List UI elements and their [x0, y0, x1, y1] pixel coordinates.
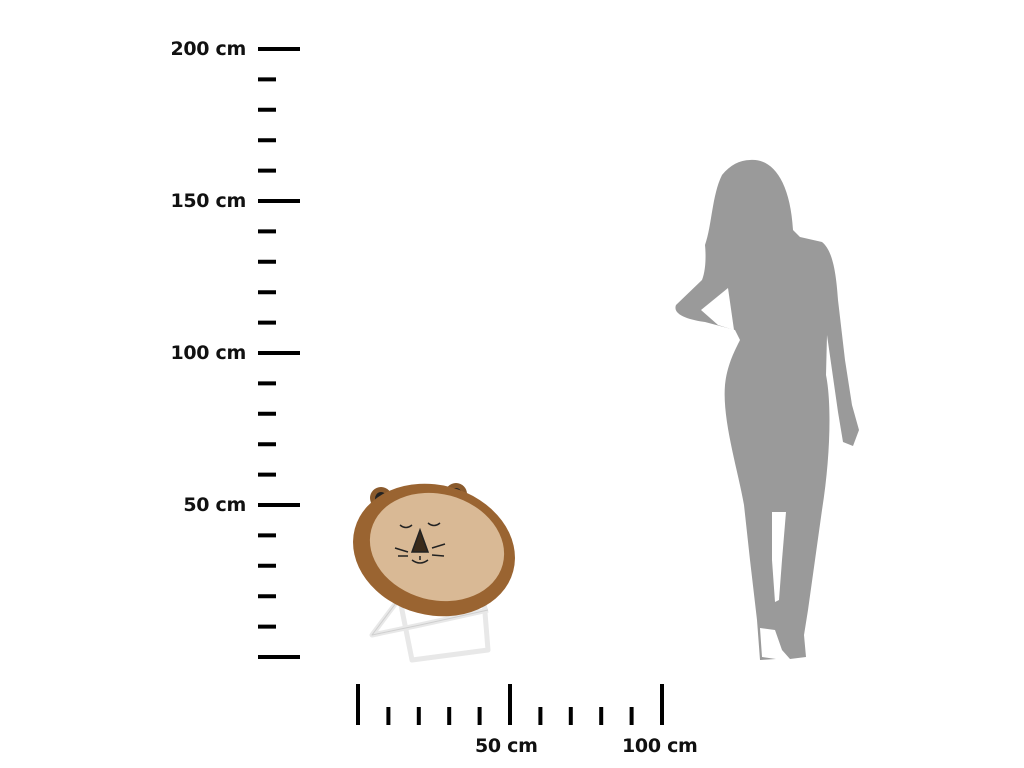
horizontal-ruler [356, 684, 664, 725]
vertical-ruler [258, 47, 300, 659]
woman-silhouette [675, 159, 859, 660]
lion-chair-image [353, 483, 515, 663]
vertical-label-200: 200 cm [170, 38, 246, 60]
horizontal-label-50: 50 cm [475, 735, 538, 757]
lion-face [394, 522, 446, 564]
chair-frame [369, 593, 491, 663]
vertical-label-150: 150 cm [170, 190, 246, 212]
vertical-label-50: 50 cm [183, 494, 246, 516]
horizontal-label-100: 100 cm [622, 735, 698, 757]
vertical-label-100: 100 cm [170, 342, 246, 364]
